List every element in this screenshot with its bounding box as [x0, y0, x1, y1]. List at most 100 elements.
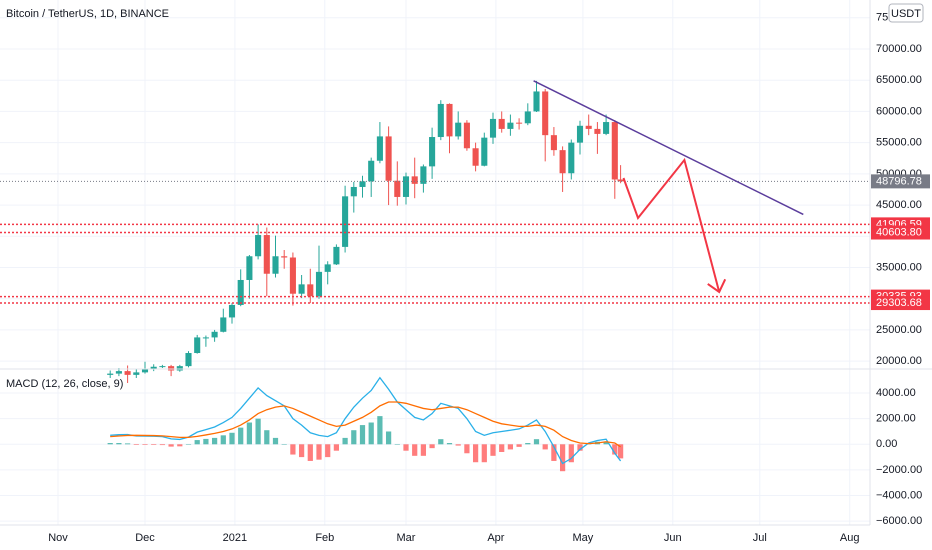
x-tick-label: Apr	[487, 532, 504, 544]
candle-body	[559, 150, 566, 174]
macd-histogram-bar	[133, 444, 139, 445]
x-tick-label: Jun	[664, 532, 682, 544]
macd-histogram-bar	[385, 431, 392, 445]
candle-body	[576, 125, 584, 143]
candle-body	[359, 181, 366, 187]
macd-tick-label: 2000.00	[876, 413, 916, 425]
macd-histogram-bar	[220, 435, 226, 445]
level-badge	[871, 225, 930, 240]
level-badge	[871, 296, 930, 311]
candle-body	[585, 125, 592, 129]
currency-label: USDT	[891, 8, 921, 20]
macd-histogram-bar	[290, 444, 296, 455]
candle-body	[350, 186, 357, 197]
macd-histogram-bar	[603, 441, 609, 445]
candle-body	[176, 366, 183, 371]
candle-body	[342, 196, 349, 247]
candle-body	[516, 122, 523, 124]
macd-histogram-bar	[194, 440, 200, 445]
macd-histogram-bar	[464, 444, 470, 454]
last-price-badge	[871, 174, 930, 189]
macd-histogram-bar	[229, 432, 235, 445]
macd-histogram-bar	[246, 422, 253, 445]
macd-histogram-bar	[429, 444, 435, 449]
candle-body	[228, 304, 236, 318]
macd-tick-label: −2000.00	[876, 464, 922, 476]
macd-histogram-bar	[203, 438, 209, 445]
candle-body	[289, 257, 296, 294]
macd-histogram-bar	[272, 437, 279, 445]
candle-body	[472, 148, 479, 166]
y-tick-label: 55000.00	[876, 137, 922, 149]
candle-body	[376, 136, 383, 161]
y-tick-label: 35000.00	[876, 261, 922, 273]
candle-body	[524, 111, 531, 124]
macd-histogram-bar	[507, 444, 514, 450]
candle-body	[463, 122, 470, 149]
y-tick-label: 20000.00	[876, 355, 922, 367]
macd-histogram-bar	[116, 443, 122, 445]
macd-tick-label: 4000.00	[876, 387, 916, 399]
candle-body	[124, 371, 131, 375]
candle-body	[611, 122, 618, 180]
candle-body	[168, 366, 175, 371]
macd-histogram-bar	[307, 444, 313, 461]
candle-body	[498, 118, 505, 129]
candle-body	[324, 264, 331, 272]
macd-histogram-bar	[559, 444, 566, 472]
candle-body	[402, 176, 410, 197]
macd-line	[110, 376, 622, 465]
candle-body	[385, 136, 392, 181]
candle-body	[307, 284, 314, 297]
candle-body	[568, 142, 575, 174]
macd-histogram-bar	[568, 444, 574, 463]
candle-body	[507, 122, 514, 129]
macd-histogram-bar	[499, 444, 505, 452]
level-label: 40603.80	[876, 226, 922, 238]
candle-body	[411, 176, 418, 184]
x-tick-label: May	[573, 532, 594, 544]
macd-histogram-bar	[481, 444, 487, 463]
macd-title: MACD (12, 26, close, 9)	[6, 378, 123, 390]
macd-histogram-bar	[377, 416, 383, 445]
candle-body	[263, 235, 270, 274]
macd-histogram-bar	[359, 425, 366, 445]
trendline	[533, 80, 804, 216]
macd-histogram-bar	[298, 444, 305, 458]
macd-histogram-bar	[107, 443, 113, 445]
candle-body	[542, 91, 549, 136]
x-tick-label: Dec	[135, 532, 155, 544]
macd-histogram-bar	[185, 444, 192, 445]
x-tick-label: Feb	[315, 532, 334, 544]
macd-histogram-bar	[403, 444, 409, 451]
macd-histogram-bar	[177, 444, 183, 447]
marks	[0, 80, 870, 472]
candle-body	[550, 135, 557, 151]
projection-arrow	[622, 157, 721, 293]
macd-histogram-bar	[211, 437, 218, 445]
y-tick-label: 25000.00	[876, 324, 922, 336]
currency-badge[interactable]	[888, 3, 924, 23]
macd-histogram-bar	[255, 418, 261, 445]
macd-histogram-bar	[264, 430, 270, 445]
macd-histogram-bar	[472, 444, 479, 463]
candle-body	[220, 317, 227, 332]
macd-histogram-bar	[412, 444, 418, 456]
candle-body	[150, 366, 157, 369]
candle-body	[246, 256, 253, 280]
candle-body	[481, 137, 488, 166]
level-label: 29303.68	[876, 297, 922, 309]
x-tick-label: Jul	[753, 532, 767, 544]
macd-histogram-bar	[168, 444, 174, 447]
candle-body	[185, 353, 192, 367]
macd-histogram-bar	[577, 444, 583, 451]
macd-histogram-bar	[342, 437, 348, 445]
candle-body	[594, 128, 601, 134]
macd-histogram-bar	[516, 444, 522, 447]
candle-body	[272, 256, 279, 274]
candle-body	[446, 103, 453, 137]
candle-body	[315, 271, 323, 297]
candle-body	[420, 166, 427, 184]
candle-body	[115, 371, 122, 374]
